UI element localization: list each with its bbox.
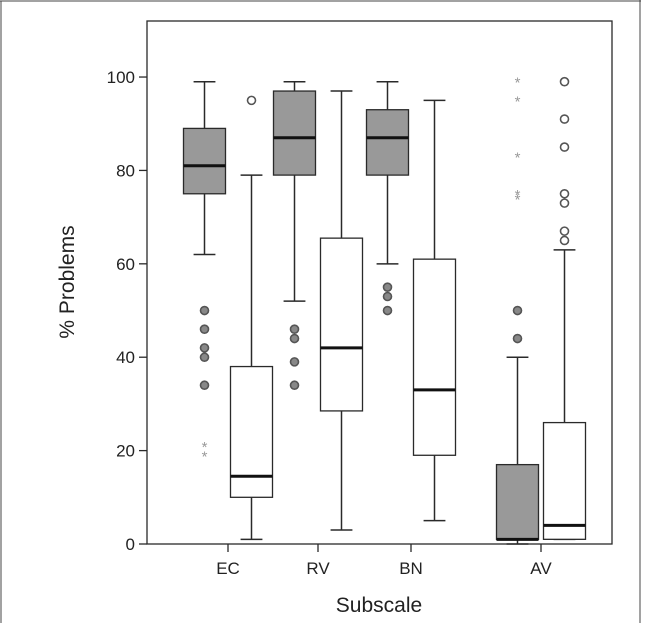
outlier-marker [382,282,393,292]
extreme-marker: * [202,439,208,456]
y-tick-label: 60 [116,255,135,274]
y-tick-label: 80 [116,161,135,180]
x-tick-label: RV [306,559,330,578]
iqr-box [319,237,364,412]
outlier-marker [559,226,570,236]
y-tick-label: 100 [107,68,135,87]
outlier-marker [382,305,393,316]
outlier-marker [559,76,570,87]
iqr-box [365,109,410,176]
x-axis: EC RV BN AV [216,544,552,578]
box-bn-open [412,99,457,522]
y-tick-label: 0 [126,535,135,554]
box-ec-open [229,95,274,541]
box-rv-filled [272,80,317,391]
extreme-marker: * [515,149,521,166]
x-tick-label: BN [399,559,423,578]
x-axis-title: Subscale [336,594,422,617]
x-tick-label: AV [530,559,552,578]
outlier-marker [559,188,570,199]
box-rv-open [319,90,364,531]
outlier-marker [559,235,570,246]
outlier-marker [289,357,300,367]
iqr-box [182,127,227,195]
box-bn-filled [365,80,410,316]
x-tick-label: EC [216,559,240,578]
outlier-marker [199,343,210,353]
iqr-box [542,421,587,540]
extreme-marker: * [515,93,521,110]
outlier-marker [246,95,257,106]
outlier-marker [199,324,210,334]
outlier-marker [199,352,210,363]
extreme-marker: * [515,75,521,92]
outlier-marker [512,333,523,344]
box-ec-filled: ** [182,80,227,465]
extreme-marker: * [202,448,208,465]
y-axis: 0 20 40 60 80 100 [107,68,147,554]
outlier-marker [559,198,570,208]
outlier-marker [199,305,210,316]
y-tick-label: 20 [116,442,135,461]
iqr-box [412,258,457,456]
outlier-marker [559,114,570,124]
outlier-marker [289,333,300,344]
y-axis-title: % Problems [56,225,79,338]
outlier-marker [559,142,570,152]
extreme-marker: * [515,187,521,204]
box-av-open [542,76,587,541]
outlier-marker [199,380,210,391]
iqr-box [272,90,317,176]
outlier-marker [382,291,393,302]
plot-area [146,20,613,545]
y-tick-label: 40 [116,348,135,367]
extreme-marker: * [515,191,521,208]
box-av-filled: ***** [495,75,540,545]
outlier-marker [512,305,523,316]
outlier-marker [289,324,300,334]
outlier-marker [289,380,300,391]
boxes-layer: ******* [182,75,587,545]
iqr-box [495,463,540,540]
